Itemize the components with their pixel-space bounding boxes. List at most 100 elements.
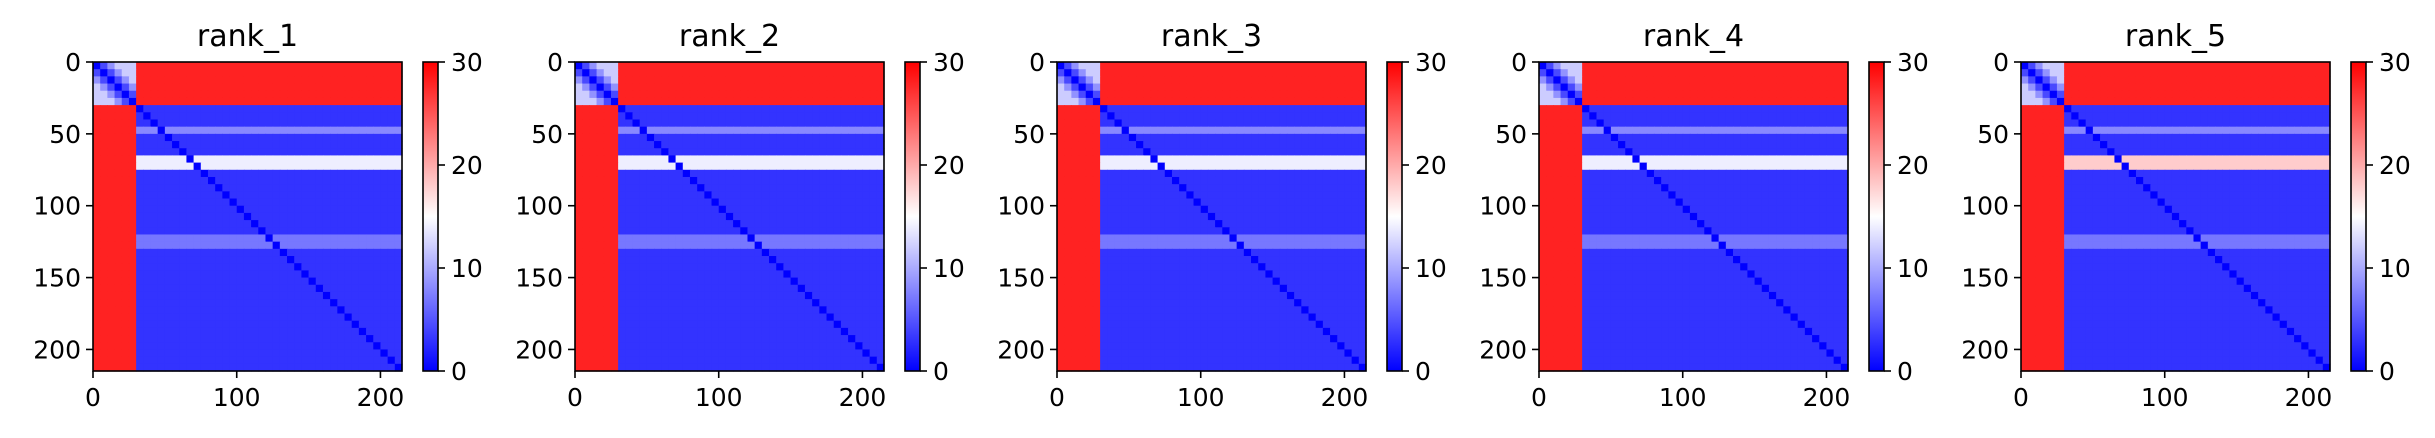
- heatmap-cell: [351, 277, 360, 286]
- heatmap-cell: [704, 277, 713, 286]
- heatmap-cell: [725, 169, 734, 178]
- heatmap-cell: [1315, 176, 1324, 185]
- heatmap-cell: [136, 291, 144, 300]
- heatmap-cell: [222, 256, 231, 264]
- heatmap-cell: [337, 220, 346, 228]
- heatmap-cell: [575, 227, 583, 236]
- heatmap-cell: [136, 363, 144, 372]
- heatmap-cell: [1207, 133, 1216, 142]
- heatmap-cell: [654, 342, 662, 351]
- heatmap-cell: [848, 277, 856, 286]
- heatmap-cell: [1085, 176, 1094, 185]
- heatmap-cell: [618, 76, 626, 85]
- heatmap-cell: [711, 363, 720, 372]
- heatmap-cell: [1279, 148, 1288, 157]
- heatmap-cell: [265, 241, 274, 250]
- heatmap-cell: [704, 356, 713, 365]
- heatmap-cell: [1085, 256, 1094, 264]
- heatmap-cell: [128, 155, 137, 164]
- heatmap-cell: [761, 320, 770, 329]
- heatmap-cell: [222, 356, 231, 365]
- heatmap-cell: [704, 227, 713, 236]
- heatmap-cell: [625, 112, 634, 121]
- heatmap-cell: [1107, 141, 1116, 149]
- heatmap-cell: [761, 349, 770, 358]
- heatmap-cell: [380, 119, 389, 128]
- heatmap-cell: [1315, 212, 1324, 221]
- heatmap-cell: [1157, 62, 1166, 70]
- heatmap-cell: [373, 176, 382, 185]
- heatmap-cell: [754, 162, 763, 171]
- heatmap-cell: [1251, 76, 1259, 85]
- heatmap-cell: [394, 112, 403, 121]
- heatmap-cell: [150, 112, 159, 121]
- heatmap-cell: [200, 356, 209, 365]
- heatmap-cell: [380, 327, 389, 336]
- heatmap-cell: [682, 133, 691, 142]
- heatmap-cell: [1251, 205, 1259, 214]
- heatmap-cell: [1085, 248, 1094, 257]
- heatmap-cell: [315, 306, 324, 315]
- heatmap-cell: [646, 241, 655, 250]
- heatmap-cell: [1057, 198, 1065, 207]
- heatmap-cell: [207, 234, 216, 243]
- heatmap-cell: [136, 299, 144, 307]
- heatmap-cell: [661, 191, 670, 200]
- heatmap-cell: [582, 119, 590, 128]
- heatmap-cell: [207, 126, 216, 135]
- heatmap-cell: [229, 76, 238, 85]
- heatmap-cell: [1064, 155, 1072, 164]
- heatmap-cell: [322, 277, 331, 286]
- heatmap-cell: [380, 176, 389, 185]
- heatmap-cell: [625, 299, 634, 307]
- heatmap-cell: [294, 234, 302, 243]
- heatmap-cell: [869, 90, 878, 99]
- heatmap-cell: [258, 105, 267, 113]
- heatmap-cell: [1229, 212, 1238, 221]
- heatmap-cell: [243, 141, 252, 149]
- heatmap-cell: [128, 148, 137, 157]
- heatmap-cell: [157, 169, 166, 178]
- heatmap-cell: [1143, 263, 1152, 271]
- heatmap-cell: [761, 62, 770, 70]
- heatmap-cell: [575, 83, 583, 92]
- heatmap-cell: [855, 76, 864, 85]
- heatmap-cell: [747, 356, 756, 365]
- heatmap-cell: [740, 90, 749, 99]
- heatmap-cell: [1085, 169, 1094, 178]
- heatmap-cell: [143, 105, 152, 113]
- heatmap-cell: [1322, 133, 1331, 142]
- heatmap-cell: [294, 112, 302, 121]
- heatmap-cell: [682, 234, 691, 243]
- heatmap-cell: [1114, 191, 1123, 200]
- heatmap-cell: [812, 248, 820, 257]
- heatmap-cell: [783, 356, 792, 365]
- heatmap-cell: [1308, 148, 1317, 157]
- heatmap-cell: [330, 227, 338, 236]
- heatmap-cell: [236, 198, 245, 207]
- heatmap-cell: [1179, 256, 1187, 264]
- heatmap-cell: [589, 97, 598, 106]
- heatmap-cell: [718, 162, 727, 171]
- heatmap-cell: [1337, 256, 1346, 264]
- heatmap-cell: [279, 191, 288, 200]
- heatmap-cell: [632, 313, 641, 322]
- heatmap-cell: [337, 184, 346, 192]
- heatmap-cell: [1078, 83, 1087, 92]
- heatmap-cell: [1193, 212, 1202, 221]
- heatmap-cell: [1064, 198, 1072, 207]
- heatmap-cell: [1164, 212, 1173, 221]
- heatmap-cell: [876, 148, 885, 157]
- heatmap-cell: [251, 363, 259, 372]
- heatmap-cell: [747, 198, 756, 207]
- heatmap-cell: [193, 126, 202, 135]
- heatmap-cell: [1344, 212, 1353, 221]
- heatmap-cell: [654, 169, 662, 178]
- heatmap-cell: [1186, 97, 1195, 106]
- heatmap-cell: [114, 76, 123, 85]
- heatmap-cell: [1301, 184, 1310, 192]
- heatmap-cell: [394, 212, 403, 221]
- heatmap-cell: [1150, 69, 1159, 77]
- heatmap-cell: [1092, 212, 1101, 221]
- heatmap-cell: [1136, 248, 1144, 257]
